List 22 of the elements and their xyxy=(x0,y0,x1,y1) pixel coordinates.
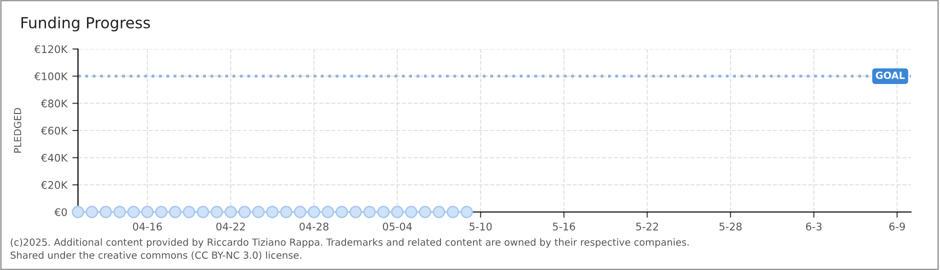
x-tick-label: 6-9 xyxy=(889,222,905,230)
y-tick-label: €120K xyxy=(34,45,68,54)
ref-line-label: GOAL xyxy=(876,72,905,79)
text: Shared under the creative commons (CC BY-NC 3.0) license. xyxy=(10,251,302,260)
y-tick-label: €0 xyxy=(54,208,67,216)
y-tick-label: €60K xyxy=(40,126,68,135)
x-tick-label: 5-16 xyxy=(552,222,576,230)
x-tick-label: 05-04 xyxy=(382,222,412,230)
x-tick-label: 6-3 xyxy=(806,222,822,230)
y-tick-label: €100K xyxy=(34,72,68,80)
y-tick-label: €80K xyxy=(40,100,68,108)
x-tick-label: 5-10 xyxy=(470,222,492,230)
x-tick-label: 5-22 xyxy=(636,222,658,230)
y-axis-title: PLEDGED xyxy=(14,108,22,153)
x-tick-label: 04-28 xyxy=(300,222,328,230)
y-tick-label: €20K xyxy=(40,181,68,189)
x-tick-label: 04-16 xyxy=(132,222,162,230)
chart-title: Funding Progress xyxy=(22,16,150,32)
y-tick-label: €40K xyxy=(40,154,68,162)
text: (c)2025. Additional content provided by Riccardo Tiziano Rappa. Trademarks and related content are owned by their respective companies. xyxy=(10,238,689,248)
x-tick-label: 04-22 xyxy=(216,222,245,230)
x-tick-label: 5-28 xyxy=(720,222,742,230)
